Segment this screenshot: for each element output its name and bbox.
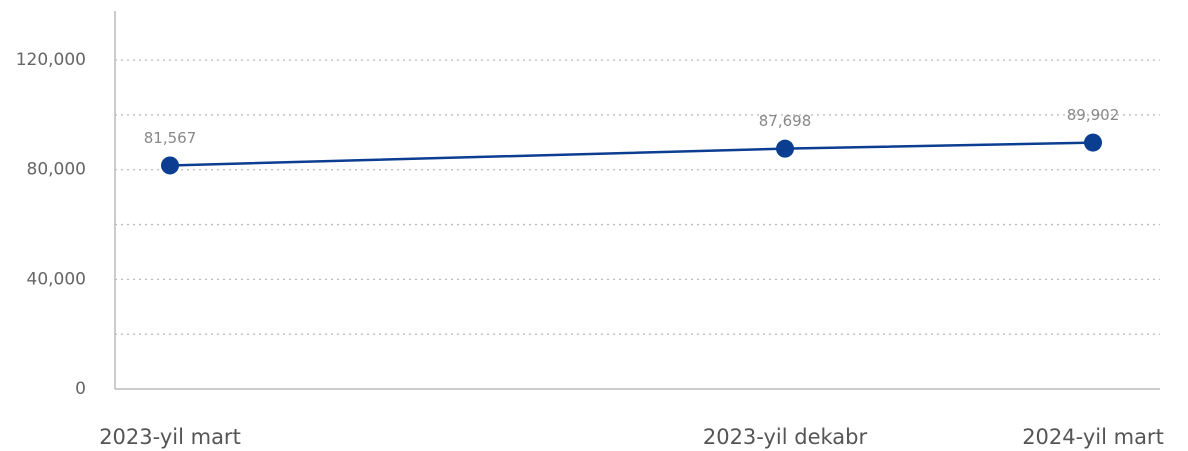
y-tick-label: 80,000 [27, 160, 86, 180]
x-tick-label: 2023-yil dekabr [703, 425, 868, 449]
y-tick-label: 0 [75, 379, 86, 399]
point [161, 156, 179, 175]
x-tick-label: 2024-yil mart [1022, 425, 1164, 449]
point [1084, 133, 1102, 152]
y-tick-label: 120,000 [16, 50, 86, 70]
point [776, 139, 794, 158]
data-label: 89,902 [1067, 106, 1120, 124]
x-tick-label: 2023-yil mart [99, 425, 241, 449]
line [169, 141, 1094, 167]
y-tick-label: 40,000 [27, 269, 86, 289]
data-label: 87,698 [759, 112, 812, 130]
data-label: 81,567 [144, 129, 197, 147]
